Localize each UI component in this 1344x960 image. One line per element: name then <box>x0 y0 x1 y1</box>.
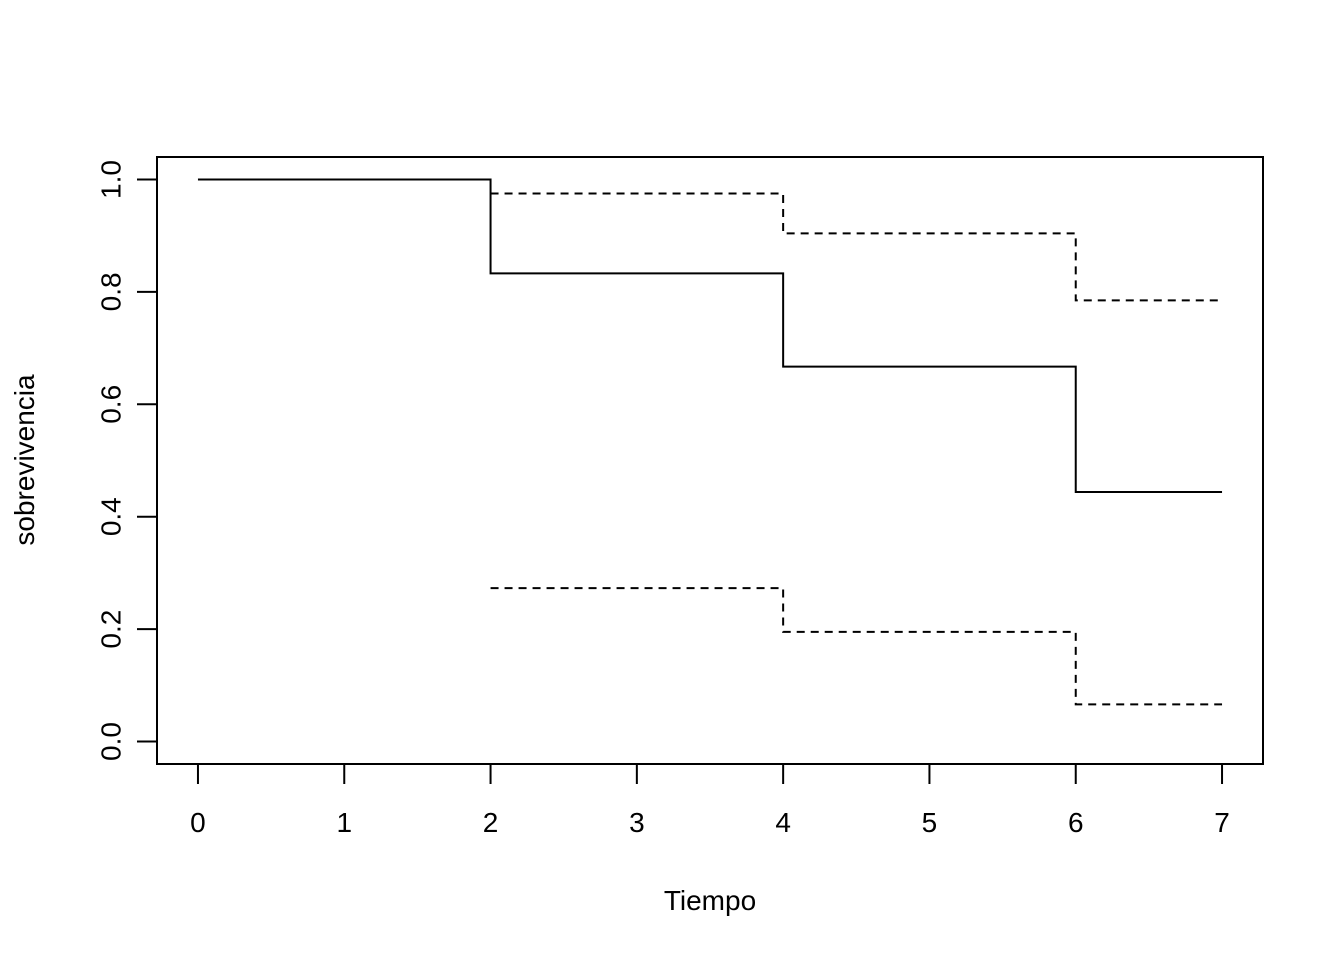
survival-curve-line <box>197 178 1223 493</box>
x-tick-label: 1 <box>336 807 352 838</box>
x-tick-label: 3 <box>629 807 645 838</box>
x-axis-title: Tiempo <box>664 885 756 916</box>
x-tick-label: 7 <box>1214 807 1230 838</box>
x-tick-label: 6 <box>1068 807 1084 838</box>
y-tick-label: 0.0 <box>96 722 127 761</box>
y-tick-label: 1.0 <box>96 160 127 199</box>
y-tick-label: 0.8 <box>96 272 127 311</box>
plot-frame <box>156 156 1264 765</box>
x-tick-label: 5 <box>922 807 938 838</box>
y-axis-title: sobrevivencia <box>9 374 40 546</box>
series-layer <box>197 178 1223 706</box>
x-tick-label: 4 <box>775 807 791 838</box>
confidence-bound-line <box>490 587 1223 706</box>
confidence-bound-line <box>490 192 1223 302</box>
x-tick-label: 0 <box>190 807 206 838</box>
y-tick-label: 0.6 <box>96 385 127 424</box>
y-tick-label: 0.2 <box>96 610 127 649</box>
y-axis: 0.0 0.2 0.4 0.6 0.8 1.0 <box>96 160 158 761</box>
y-tick-label: 0.4 <box>96 497 127 536</box>
x-tick-label: 2 <box>483 807 499 838</box>
x-axis: 0 1 2 3 4 5 6 7 <box>190 763 1230 838</box>
